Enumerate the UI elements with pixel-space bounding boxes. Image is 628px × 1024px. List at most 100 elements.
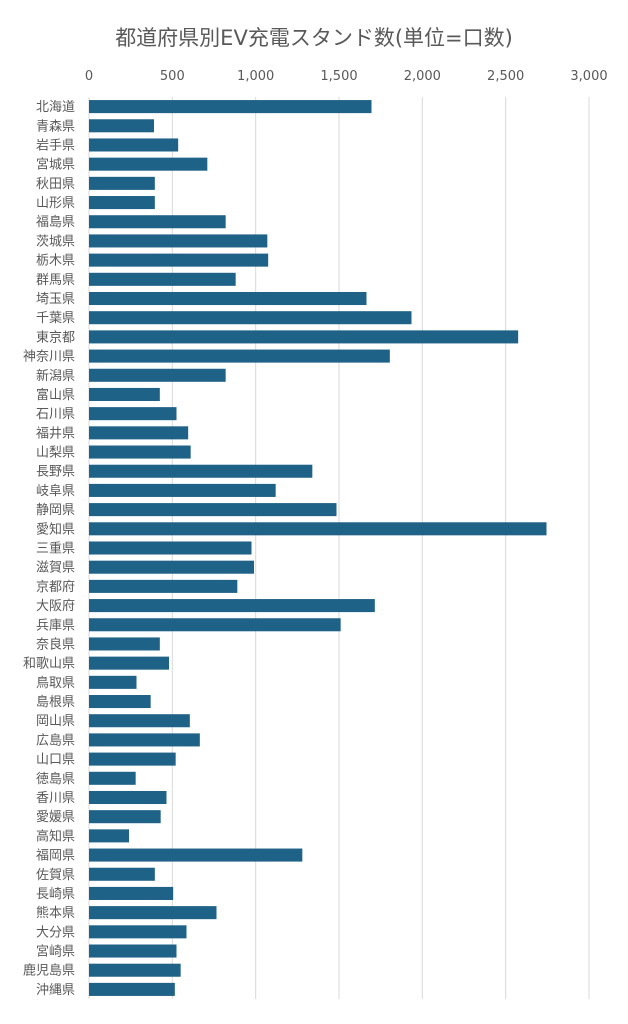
category-label: 宮城県 <box>36 157 75 173</box>
bar <box>89 810 161 824</box>
bar <box>89 714 190 728</box>
bar <box>89 618 341 632</box>
bar <box>89 579 238 593</box>
bar <box>89 311 412 325</box>
category-label: 静岡県 <box>36 503 75 518</box>
bar <box>89 848 303 862</box>
category-label: 北海道 <box>36 100 75 115</box>
category-label: 広島県 <box>36 733 75 748</box>
category-label: 秋田県 <box>36 177 75 192</box>
category-label: 岡山県 <box>36 714 75 729</box>
bar <box>89 752 176 766</box>
x-tick-label: 1,000 <box>237 69 274 84</box>
category-label: 岩手県 <box>36 138 75 153</box>
bar <box>89 982 175 996</box>
bar <box>89 368 226 382</box>
category-label: 福井県 <box>36 426 75 441</box>
category-label: 山梨県 <box>36 446 75 461</box>
category-label: 栃木県 <box>36 254 75 269</box>
bar <box>89 445 191 459</box>
bar <box>89 464 313 478</box>
category-label: 富山県 <box>36 387 75 403</box>
bar <box>89 503 337 517</box>
category-label: 和歌山県 <box>23 657 75 672</box>
category-label: 青森県 <box>36 119 75 134</box>
bar <box>89 291 367 306</box>
bar <box>89 407 177 421</box>
bar <box>89 253 269 267</box>
bar <box>89 771 136 785</box>
category-label: 高知県 <box>36 828 75 844</box>
category-label: 大阪府 <box>36 599 75 614</box>
category-label: 茨城県 <box>36 234 75 249</box>
bar <box>89 695 151 709</box>
category-label: 沖縄県 <box>36 983 75 998</box>
category-label: 兵庫県 <box>36 618 75 633</box>
bar <box>89 560 254 574</box>
bar <box>89 906 217 920</box>
category-label: 三重県 <box>36 541 75 557</box>
category-label: 神奈川県 <box>23 350 75 365</box>
bar <box>89 272 236 286</box>
category-label: 福岡県 <box>36 849 75 864</box>
bar <box>89 196 155 210</box>
x-tick-label: 2,500 <box>487 69 524 84</box>
category-label: 石川県 <box>36 407 75 422</box>
category-label: 岐阜県 <box>36 483 75 499</box>
category-label: 奈良県 <box>36 636 75 652</box>
bar <box>89 483 276 497</box>
category-label: 新潟県 <box>36 368 75 384</box>
category-label: 東京都 <box>36 329 75 345</box>
bar <box>89 925 187 939</box>
bar <box>89 138 179 152</box>
x-tick-label: 1,500 <box>320 69 357 84</box>
category-label: 埼玉県 <box>36 292 75 307</box>
category-label: 愛知県 <box>36 521 75 537</box>
category-label: 福島県 <box>36 215 75 230</box>
category-label: 鳥取県 <box>36 676 75 691</box>
category-label: 山形県 <box>36 196 75 211</box>
x-tick-label: 0 <box>85 69 93 84</box>
bar <box>89 387 160 401</box>
bar <box>89 867 155 881</box>
category-label: 群馬県 <box>36 273 75 288</box>
category-label: 長野県 <box>36 465 75 480</box>
category-label: 宮崎県 <box>36 944 75 960</box>
bar <box>89 656 169 670</box>
bar <box>89 599 375 613</box>
bar <box>89 119 154 133</box>
x-tick-label: 2,000 <box>404 69 441 84</box>
category-label: 島根県 <box>36 695 75 710</box>
category-label: 鹿児島県 <box>23 963 75 979</box>
category-label: 滋賀県 <box>36 561 75 576</box>
bar <box>89 637 160 651</box>
bar <box>89 886 174 900</box>
bar <box>89 790 167 805</box>
bar <box>89 944 177 958</box>
category-label: 熊本県 <box>36 905 75 921</box>
bar <box>89 100 372 114</box>
bar <box>89 349 390 363</box>
bar <box>89 733 200 747</box>
category-label: 香川県 <box>36 791 75 806</box>
category-label: 京都府 <box>36 580 75 595</box>
category-label: 千葉県 <box>36 311 75 326</box>
bar <box>89 426 189 440</box>
bar <box>89 330 519 344</box>
bar <box>89 215 226 229</box>
category-label: 山口県 <box>36 753 75 768</box>
bar <box>89 176 155 190</box>
x-tick-label: 500 <box>160 69 185 84</box>
bar <box>89 234 268 248</box>
x-tick-label: 3,000 <box>570 69 607 84</box>
bar <box>89 157 208 171</box>
bar <box>89 522 547 536</box>
bar <box>89 675 137 689</box>
bar <box>89 829 129 843</box>
bar <box>89 541 252 555</box>
category-label: 佐賀県 <box>36 868 75 883</box>
chart-title: 都道府県別EV充電スタンド数(単位=口数) <box>115 26 513 50</box>
category-label: 長崎県 <box>36 887 75 902</box>
